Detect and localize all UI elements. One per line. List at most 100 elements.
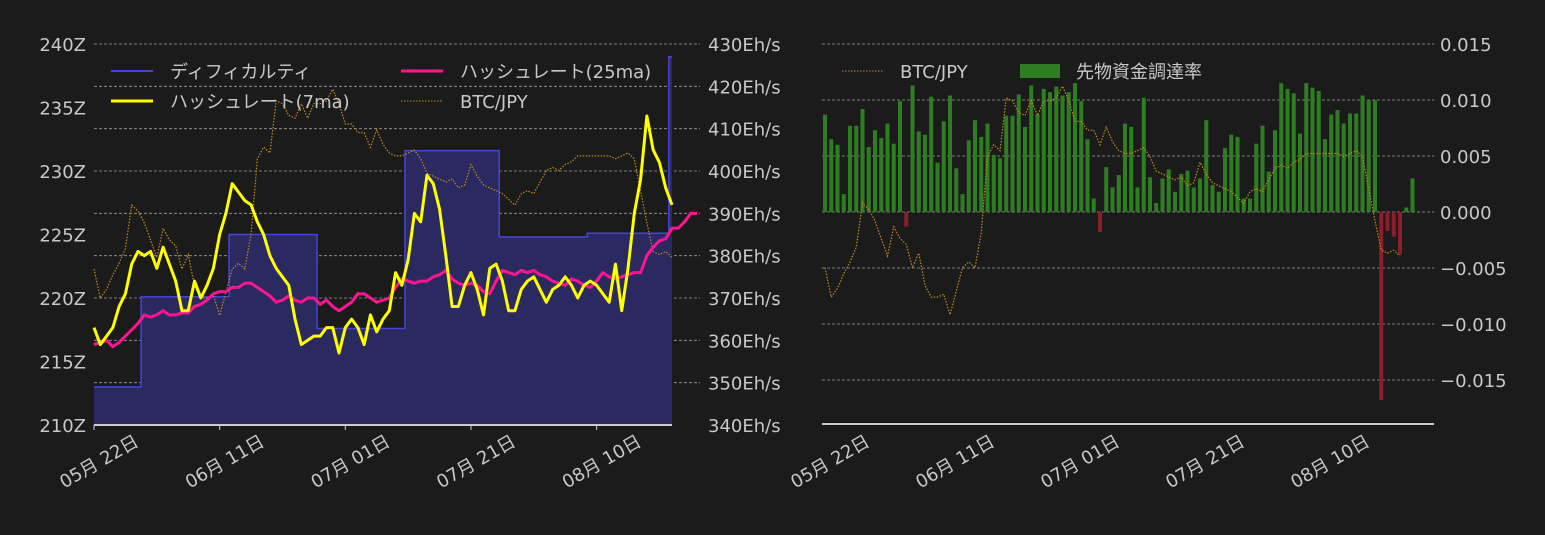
funding-bar [1148, 177, 1152, 212]
x-tick-label: 06月 11日 [182, 431, 268, 493]
funding-bar [1235, 136, 1240, 212]
funding-bar [1385, 212, 1390, 232]
y-left-tick: 215Z [39, 353, 86, 374]
y-left-tick: 225Z [39, 226, 86, 247]
funding-bar [1035, 114, 1040, 212]
funding-bar [1004, 115, 1009, 212]
funding-bar [1241, 198, 1246, 212]
btcjpy-series-left [93, 87, 673, 318]
legend-funding-label: 先物資金調達率 [1076, 62, 1202, 83]
y-right-tick: 410Eh/s [708, 120, 781, 141]
funding-bar [1048, 92, 1052, 212]
y-left-tick: 210Z [39, 416, 86, 437]
funding-bar [1404, 207, 1409, 212]
hashrate-25ma-series [93, 211, 698, 349]
funding-bar [998, 158, 1002, 212]
funding-bar [1029, 85, 1034, 212]
funding-bar [1360, 95, 1365, 212]
funding-bar [1323, 139, 1327, 212]
hashrate-7ma-series [92, 114, 674, 355]
funding-bar [1085, 139, 1090, 212]
btcjpy-line [93, 87, 673, 318]
funding-bar [1248, 198, 1252, 212]
x-tick-label: 06月 11日 [912, 431, 998, 493]
y-right-tick: −0.015 [1440, 371, 1507, 392]
funding-bar [1329, 114, 1334, 212]
funding-bar [1010, 115, 1015, 212]
funding-bar [829, 139, 834, 212]
funding-bar [1398, 212, 1402, 255]
y-right-tick: 360Eh/s [708, 331, 781, 352]
x-tick-label: 08月 10日 [559, 431, 645, 493]
y-right-tick: −0.005 [1440, 259, 1507, 280]
y-right-tick: 0.010 [1440, 91, 1492, 112]
funding-bar [1110, 187, 1115, 212]
funding-bar [954, 168, 959, 212]
x-tick-label: 07月 21日 [1162, 431, 1248, 493]
funding-bar [1310, 87, 1315, 212]
funding-bar [1185, 170, 1190, 212]
funding-bar [1285, 88, 1290, 212]
hashrate-difficulty-chart: 210Z 215Z 220Z 225Z 230Z 235Z 240Z 340Eh/s 350E… [39, 35, 780, 493]
funding-rate-chart: −0.015 −0.010 −0.005 0.000 0.005 0.010 0.015 0… [787, 35, 1506, 493]
funding-bar [1266, 171, 1271, 212]
funding-bar [1129, 126, 1134, 212]
funding-bar [1154, 203, 1159, 212]
y-right-tick: 0.000 [1440, 203, 1492, 224]
legend-hashrate7-label: ハッシュレート(7ma) [170, 92, 350, 113]
legend-hashrate25-label: ハッシュレート(25ma) [460, 62, 651, 83]
funding-bar [1348, 113, 1352, 212]
funding-bar [898, 101, 902, 212]
funding-bar [1191, 187, 1196, 212]
y-right-tick: 0.005 [1440, 147, 1492, 168]
y-right-tick: 420Eh/s [708, 77, 781, 98]
funding-bar [1410, 178, 1415, 212]
funding-bar [1341, 123, 1346, 212]
funding-bar [891, 143, 896, 212]
funding-bar [1316, 91, 1321, 212]
funding-bar [941, 121, 946, 212]
funding-bar [1054, 86, 1059, 212]
funding-bar [1254, 143, 1259, 212]
y-right-tick: 370Eh/s [708, 289, 781, 310]
difficulty-area [94, 56, 672, 425]
right-legend: BTC/JPY 先物資金調達率 [842, 62, 1202, 83]
hashrate-25ma-line [93, 211, 698, 349]
funding-bar [1366, 100, 1371, 212]
funding-bar [1023, 126, 1027, 212]
y-right-tick: 0.015 [1440, 35, 1492, 56]
left-x-axis-labels: 05月 22日 06月 11日 07月 01日 07月 21日 08月 10日 [56, 425, 645, 493]
funding-bar [879, 138, 884, 212]
funding-bar [1335, 110, 1340, 212]
y-left-tick: 230Z [39, 162, 86, 183]
x-tick-label: 05月 22日 [56, 431, 142, 493]
funding-bar [1291, 93, 1296, 212]
funding-bar [1104, 167, 1109, 212]
funding-bar [873, 130, 877, 212]
funding-bar [1098, 212, 1102, 233]
funding-bar [1379, 212, 1384, 401]
y-right-tick: 340Eh/s [708, 416, 781, 437]
y-right-tick: −0.010 [1440, 315, 1507, 336]
funding-bar [1373, 100, 1377, 212]
funding-bar [1066, 92, 1071, 212]
legend-btcjpy-label-right: BTC/JPY [900, 62, 969, 83]
funding-bar [935, 162, 940, 212]
funding-bar [904, 212, 909, 227]
funding-bar [1298, 133, 1302, 212]
funding-bar [1060, 95, 1065, 212]
funding-bar [1304, 83, 1309, 212]
funding-bar [929, 96, 934, 212]
funding-bar [1091, 198, 1096, 212]
funding-bar [1016, 94, 1021, 212]
funding-bar [866, 147, 871, 212]
right-y-axis-labels: −0.015 −0.010 −0.005 0.000 0.005 0.010 0.015 [1440, 35, 1507, 392]
y-right-tick: 400Eh/s [708, 162, 781, 183]
funding-bar [991, 154, 996, 212]
funding-bar [1229, 134, 1234, 212]
funding-bar [1216, 191, 1221, 212]
funding-bar [1141, 97, 1146, 212]
funding-bar [1041, 88, 1046, 212]
funding-bar [948, 95, 952, 212]
